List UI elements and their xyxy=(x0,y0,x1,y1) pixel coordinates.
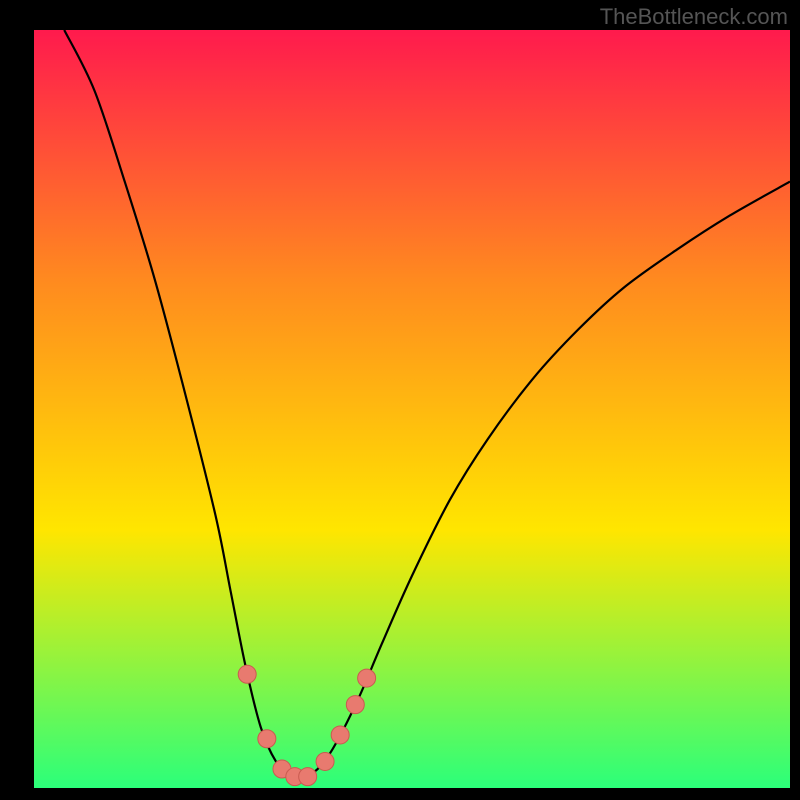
bottleneck-curve xyxy=(64,30,790,778)
marker-group xyxy=(238,665,375,785)
curve-marker xyxy=(331,726,349,744)
curve-marker xyxy=(299,768,317,786)
watermark-text: TheBottleneck.com xyxy=(600,4,788,30)
curve-marker xyxy=(316,752,334,770)
curve-marker xyxy=(258,730,276,748)
curve-marker xyxy=(346,696,364,714)
curve-marker xyxy=(358,669,376,687)
chart-svg xyxy=(0,0,800,800)
curve-marker xyxy=(238,665,256,683)
